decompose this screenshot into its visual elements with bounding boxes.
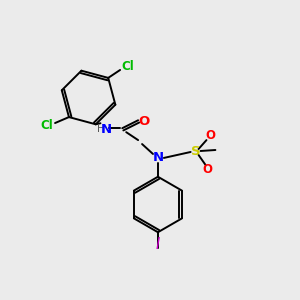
- Text: O: O: [202, 163, 212, 176]
- Text: H: H: [97, 124, 104, 134]
- Text: O: O: [206, 129, 215, 142]
- Text: N: N: [152, 152, 164, 164]
- Text: Cl: Cl: [41, 118, 53, 131]
- Text: O: O: [138, 115, 150, 128]
- Text: S: S: [191, 146, 200, 158]
- Text: N: N: [101, 123, 112, 136]
- Text: Cl: Cl: [122, 59, 134, 73]
- Text: I: I: [156, 237, 160, 252]
